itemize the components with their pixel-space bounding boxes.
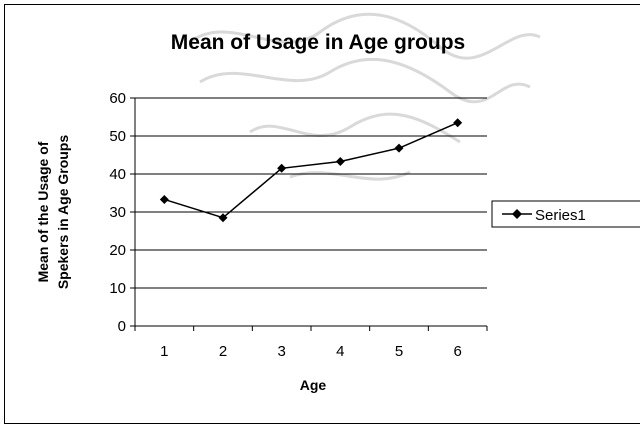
legend: Series1: [491, 200, 640, 228]
x-tick-label: 3: [277, 343, 285, 360]
x-tick-label: 5: [395, 343, 403, 360]
data-point-marker: [218, 213, 228, 223]
x-tick-label: 2: [219, 343, 227, 360]
y-axis-title: Mean of the Usage of Spekers in Age Grou…: [35, 135, 71, 290]
y-axis-title-line-1: Mean of the Usage of: [35, 141, 51, 282]
chart-title: Mean of Usage in Age groups: [171, 31, 465, 54]
y-tick-label: 0: [118, 318, 126, 335]
data-point-marker: [335, 156, 345, 166]
data-point-marker: [453, 118, 463, 128]
x-axis-ticks: 1 2 3 4 5 6: [134, 326, 488, 360]
y-tick-label: 30: [109, 204, 126, 221]
data-point-marker: [159, 194, 169, 204]
gridlines: [135, 97, 487, 289]
series-line: [164, 122, 458, 219]
y-tick-label: 40: [109, 166, 126, 183]
data-point-marker: [277, 163, 287, 173]
data-point-marker: [394, 143, 404, 153]
legend-label: Series1: [535, 207, 586, 224]
series-layer: [159, 118, 463, 223]
y-tick-label: 10: [109, 280, 126, 297]
x-tick-label: 6: [453, 343, 461, 360]
y-axis-title-line-2: Spekers in Age Groups: [55, 135, 71, 290]
y-tick-label: 20: [109, 242, 126, 259]
y-tick-label: 50: [109, 128, 126, 145]
y-tick-label: 60: [109, 90, 126, 107]
legend-marker: [512, 209, 522, 219]
line-chart: Mean of Usage in Age groups 0 10 20 30 40 50 6…: [35, 31, 640, 393]
x-tick-label: 4: [336, 343, 344, 360]
x-tick-label: 1: [160, 343, 168, 360]
x-axis-title: Age: [300, 377, 327, 393]
y-axis-ticks: 0 10 20 30 40 50 60: [109, 90, 135, 335]
